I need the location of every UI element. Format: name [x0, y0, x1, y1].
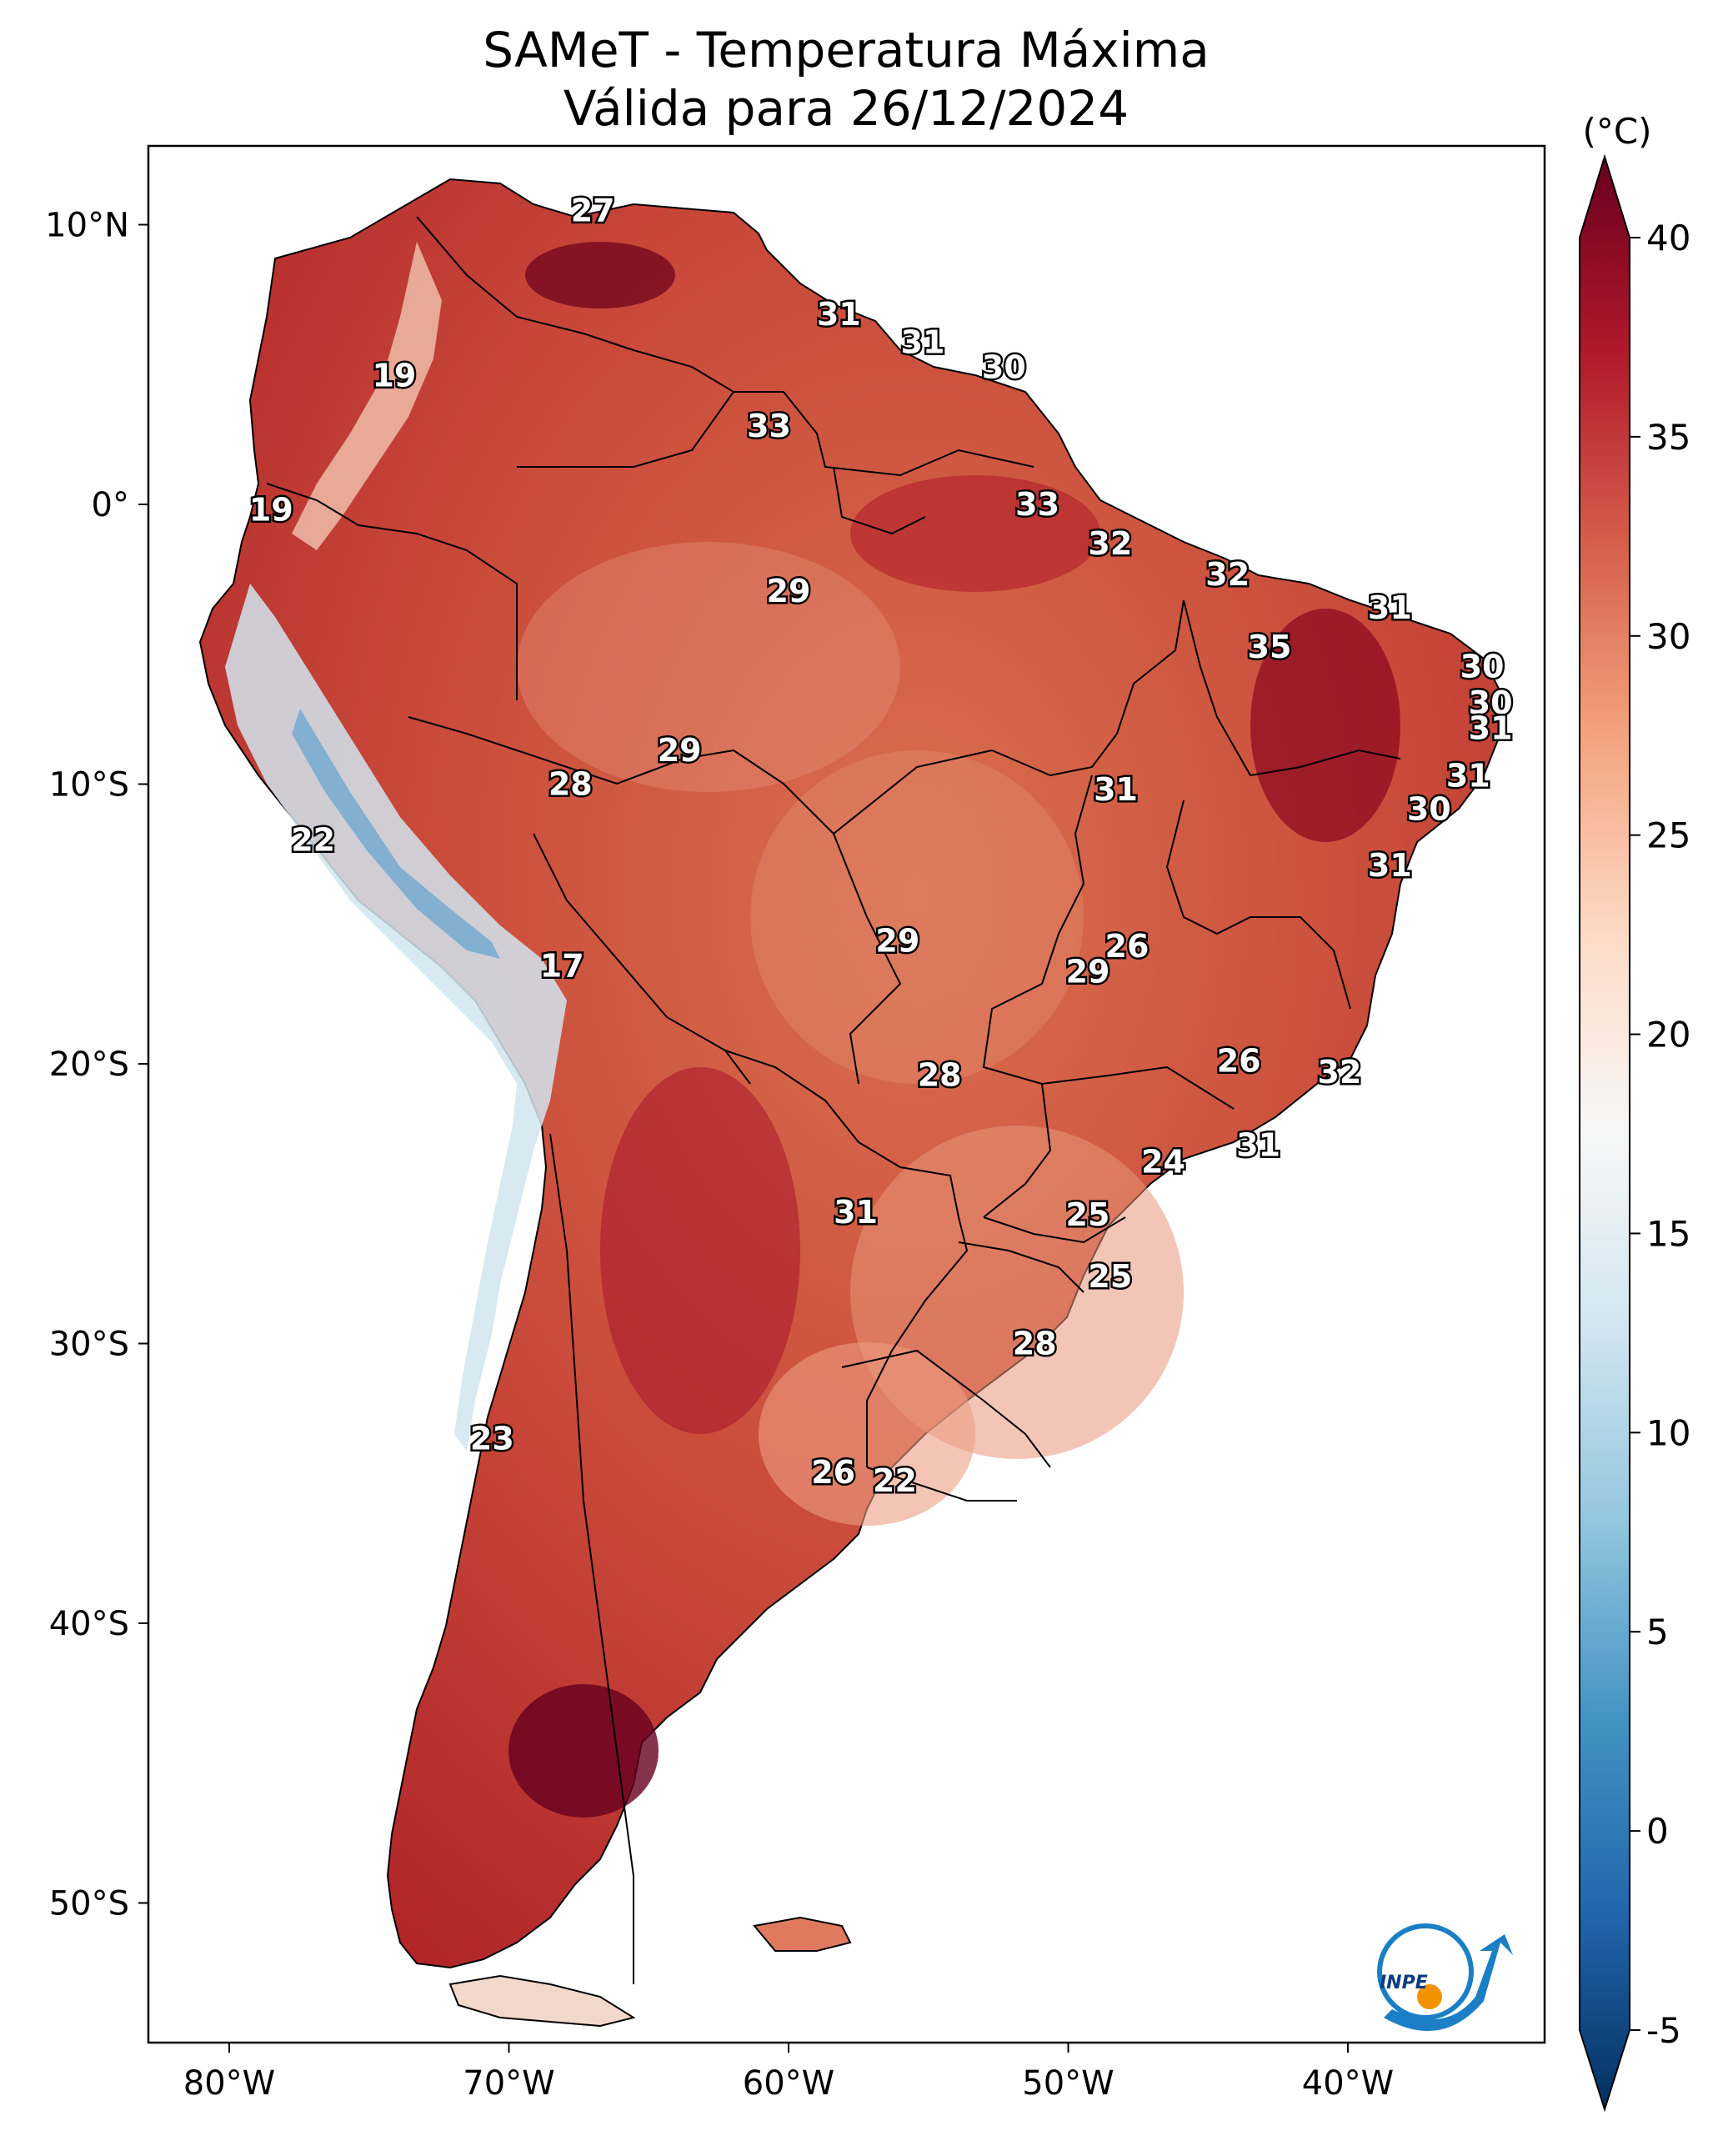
city-temperature-label: 30: [1469, 684, 1513, 721]
map-frame: [147, 144, 1546, 2044]
colorbar-ticks: 40 35 30 25 20 15 10 5 0 -5: [1630, 218, 1690, 2051]
colorbar-tick-label: 15: [1646, 1213, 1690, 1254]
longitude-axis: 80°W 70°W 60°W 50°W 40°W: [183, 2043, 1394, 2103]
colorbar: (°C) 40 35 30 25 20 15 10 5 0 -5: [1579, 111, 1690, 2113]
city-temperature-label: 29: [1066, 953, 1110, 990]
city-temperature-label: 23: [470, 1421, 514, 1457]
city-temperature-label: 22: [291, 822, 335, 859]
tierra-del-fuego: [448, 1974, 636, 2028]
city-temperature-label: 19: [249, 492, 293, 529]
city-temperature-label: 29: [767, 573, 811, 609]
city-temperature-label: 28: [1013, 1326, 1057, 1362]
city-temperature-label: 31: [1368, 847, 1412, 884]
colorbar-tick-label: 20: [1646, 1015, 1690, 1055]
city-temperature-label: 25: [1088, 1258, 1132, 1295]
city-temperature-label: 17: [540, 948, 584, 985]
amazon-north-hot: [850, 475, 1100, 592]
city-temperature-label: 26: [1217, 1043, 1261, 1080]
lat-tick-label: 20°S: [49, 1045, 129, 1084]
city-temperature-label: 29: [875, 922, 919, 959]
city-temperature-label: 32: [1205, 556, 1250, 593]
city-temperature-label: 30: [1407, 791, 1451, 828]
title-line-1: SAMeT - Temperatura Máxima: [483, 22, 1210, 78]
logo-text: INPE: [1380, 1973, 1428, 1993]
colorbar-tick-label: 10: [1646, 1412, 1690, 1453]
city-temperature-label: 26: [1105, 928, 1150, 965]
city-temperature-label: 31: [1368, 589, 1412, 626]
city-temperature-label: 26: [811, 1454, 855, 1491]
city-temperature-label: 33: [747, 408, 791, 444]
lat-tick-label: 40°S: [49, 1605, 129, 1643]
lat-tick-label: 10°S: [49, 766, 129, 805]
andes-cool-band: [225, 584, 567, 1451]
city-temperature-label: 29: [658, 732, 702, 769]
city-temperature-label: 33: [1015, 486, 1059, 523]
city-temperature-label: 32: [1317, 1054, 1361, 1091]
city-temperature-label: 22: [873, 1462, 917, 1499]
lon-tick-label: 50°W: [1022, 2064, 1114, 2103]
city-temperature-label: 31: [817, 296, 861, 333]
amazon-west-mild: [517, 542, 900, 792]
city-temperature-label: 30: [1460, 649, 1505, 685]
falkland-islands: [753, 1916, 852, 1952]
lon-tick-label: 70°W: [463, 2064, 554, 2103]
patagonia-hot-spot: [508, 1684, 659, 1818]
city-temperature-label: 19: [372, 358, 416, 394]
colorbar-tick-label: 5: [1646, 1612, 1669, 1652]
colorbar-tick-label: 30: [1646, 616, 1690, 657]
lat-tick-label: 10°N: [45, 207, 129, 245]
city-temperature-label: 35: [1248, 629, 1292, 665]
colorbar-tick-label: 35: [1646, 417, 1690, 458]
city-temperature-label: 31: [1446, 757, 1490, 794]
lat-tick-label: 30°S: [49, 1326, 129, 1364]
city-temperature-label: 31: [1236, 1126, 1280, 1163]
borders: [266, 216, 1401, 1984]
inpe-logo: INPE: [1377, 1923, 1513, 2031]
colombia-andes-cool: [292, 242, 442, 550]
city-temperature-label: 31: [1469, 709, 1513, 746]
colorbar-unit: (°C): [1582, 111, 1651, 152]
colorbar-bar: [1579, 153, 1630, 2113]
lon-tick-label: 80°W: [183, 2064, 275, 2103]
colorbar-tick-label: 0: [1646, 1811, 1669, 1852]
nordeste-hot-spot: [1250, 609, 1400, 842]
latitude-axis: 10°N 0° 10°S 20°S 30°S 40°S 50°S: [45, 207, 148, 1923]
logo-orange-dot: [1417, 1984, 1442, 2009]
peru-highlands-blue: [292, 709, 500, 959]
south-america-land: [198, 178, 1501, 1969]
city-temperature-label: 32: [1088, 525, 1132, 562]
map-area: [198, 178, 1501, 2028]
colorbar-tick-label: -5: [1646, 2010, 1681, 2051]
city-temperature-label: 31: [834, 1194, 878, 1231]
chaco-hot-spot: [600, 1067, 800, 1434]
city-temperature-label: 24: [1141, 1143, 1185, 1180]
lat-tick-label: 50°S: [49, 1885, 129, 1923]
venezuela-hot-spot: [525, 242, 675, 308]
logo-arrow: [1384, 1934, 1513, 2031]
lat-tick-label: 0°: [92, 486, 129, 524]
title-line-2: Válida para 26/12/2024: [563, 80, 1129, 137]
lon-tick-label: 40°W: [1302, 2064, 1394, 2103]
colorbar-tick-label: 40: [1646, 218, 1690, 258]
city-temperature-label: 30: [982, 349, 1026, 386]
city-temperature-label: 31: [901, 323, 945, 360]
city-temperature-label: 31: [1094, 771, 1138, 808]
city-temperature-label: 27: [571, 193, 615, 229]
colorbar-tick-label: 25: [1646, 815, 1690, 856]
lon-tick-label: 60°W: [743, 2064, 834, 2103]
logo-ring: [1377, 1923, 1474, 2020]
city-temperature-label: 28: [548, 766, 593, 803]
city-temperature-label: 28: [918, 1056, 962, 1093]
city-temperature-label: 25: [1066, 1196, 1110, 1233]
